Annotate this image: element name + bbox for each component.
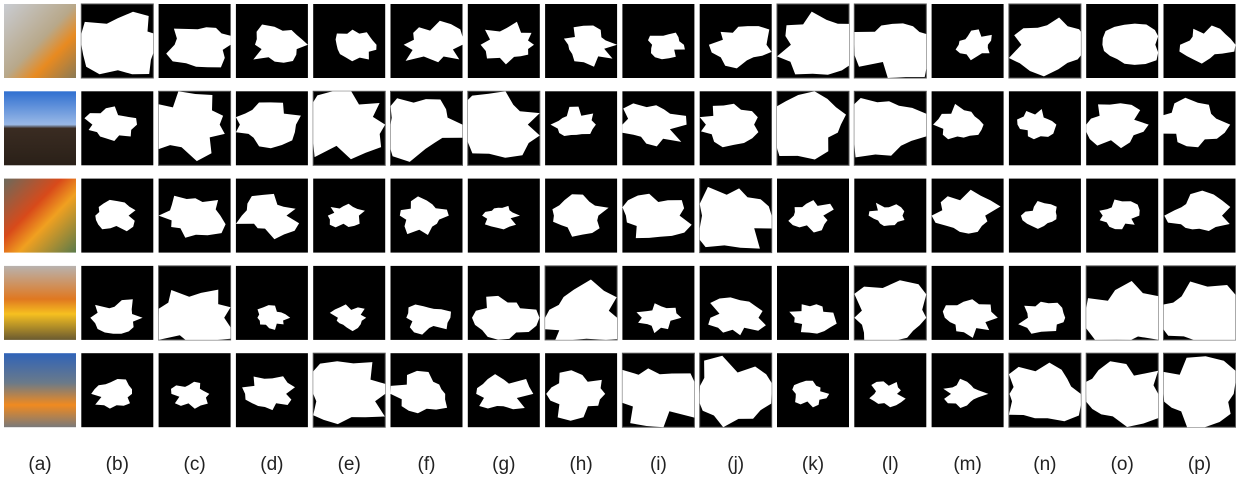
mask-region bbox=[166, 27, 230, 67]
column-labels: (a) (b) (c) (d) (e) (f) (g) (h) (i) (j) (k) (l) (m) (… bbox=[28, 454, 1211, 475]
column-label: (o) bbox=[1111, 454, 1134, 475]
column-label: (e) bbox=[338, 454, 361, 475]
column-label: (g) bbox=[492, 454, 515, 475]
column-label: (h) bbox=[569, 454, 592, 475]
column-label: (p) bbox=[1188, 454, 1211, 475]
column-label: (c) bbox=[184, 454, 206, 475]
photo bbox=[4, 91, 76, 165]
photo bbox=[4, 353, 76, 427]
column-label: (i) bbox=[650, 454, 667, 475]
column-label: (m) bbox=[953, 454, 981, 475]
image-grid bbox=[4, 4, 1236, 427]
column-label: (a) bbox=[28, 454, 51, 475]
column-label: (l) bbox=[882, 454, 899, 475]
column-label: (n) bbox=[1033, 454, 1056, 475]
photo bbox=[4, 266, 76, 340]
column-label: (k) bbox=[802, 454, 824, 475]
column-label: (j) bbox=[727, 454, 744, 475]
figure: (a) (b) (c) (d) (e) (f) (g) (h) (i) (j) (k) (l) (m) (… bbox=[0, 0, 1239, 484]
column-label: (d) bbox=[260, 454, 283, 475]
column-label: (f) bbox=[418, 454, 436, 475]
photo bbox=[4, 179, 76, 253]
photo bbox=[4, 4, 76, 78]
column-label: (b) bbox=[106, 454, 129, 475]
